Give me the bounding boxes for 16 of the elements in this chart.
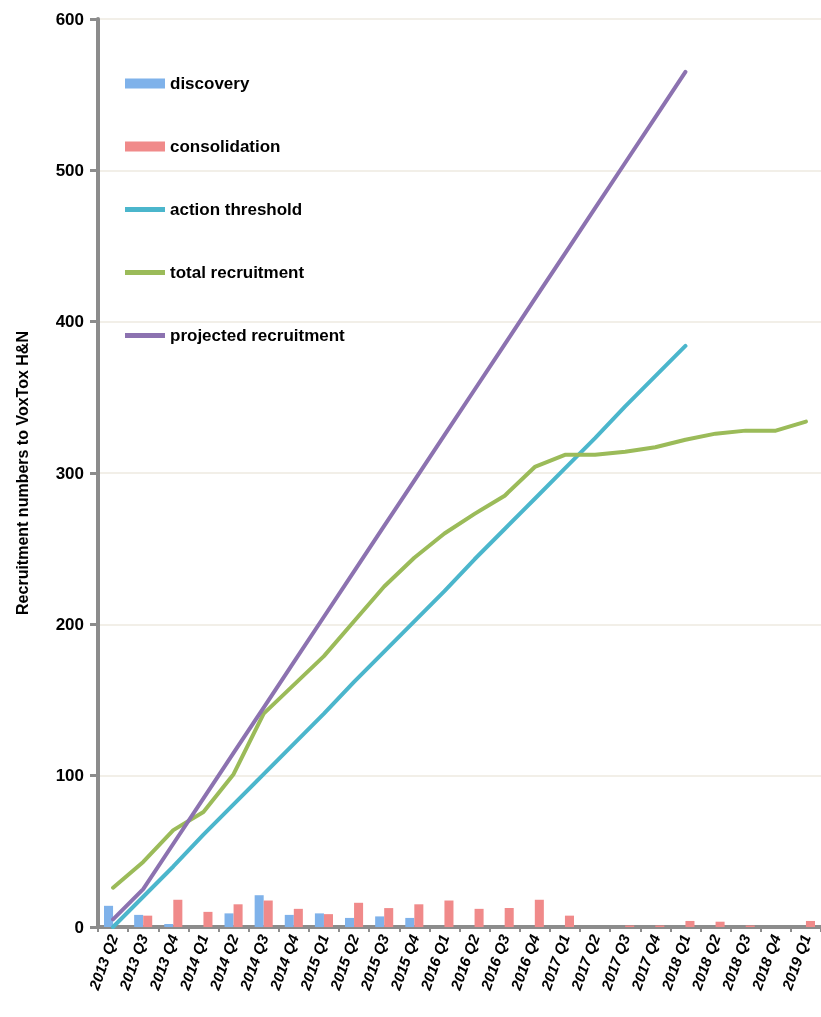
legend-label: discovery	[170, 74, 250, 93]
legend-label: action threshold	[170, 200, 303, 219]
legend-label: projected recruitment	[170, 326, 346, 345]
y-tick-label: 100	[55, 766, 84, 786]
y-tick-label: 600	[55, 9, 84, 29]
y-tick-label: 400	[55, 312, 84, 332]
y-tick-label: 0	[74, 917, 84, 937]
line-series	[111, 343, 688, 929]
y-tick-label: 200	[55, 614, 84, 634]
line-series	[111, 69, 688, 922]
y-tick-label: 300	[55, 463, 84, 483]
y-axis-title: Recruitment numbers to VoxTox H&N	[13, 331, 31, 615]
legend-label: total recruitment	[170, 263, 305, 282]
line-series	[111, 419, 808, 890]
y-tick-label: 500	[55, 160, 84, 180]
legend-label: consolidation	[170, 137, 281, 156]
